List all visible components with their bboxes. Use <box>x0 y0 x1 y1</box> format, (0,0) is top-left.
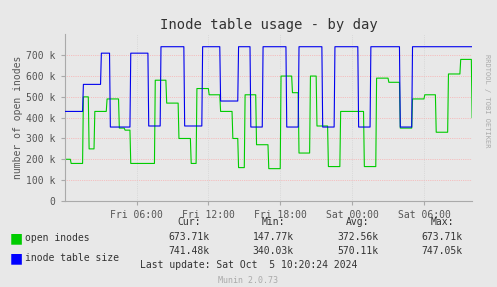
Y-axis label: number of open inodes: number of open inodes <box>13 56 23 179</box>
Text: Cur:: Cur: <box>177 217 201 227</box>
Text: ■: ■ <box>10 251 23 265</box>
Text: Min:: Min: <box>261 217 285 227</box>
Text: inode table size: inode table size <box>25 253 119 263</box>
Text: ■: ■ <box>10 231 23 245</box>
Text: Avg:: Avg: <box>346 217 370 227</box>
Text: 147.77k: 147.77k <box>253 232 294 242</box>
Text: 372.56k: 372.56k <box>337 232 378 242</box>
Text: 747.05k: 747.05k <box>422 246 463 256</box>
Text: 673.71k: 673.71k <box>422 232 463 242</box>
Text: open inodes: open inodes <box>25 233 89 243</box>
Text: 741.48k: 741.48k <box>168 246 209 256</box>
Text: 340.03k: 340.03k <box>253 246 294 256</box>
Text: Munin 2.0.73: Munin 2.0.73 <box>219 276 278 285</box>
Text: Last update: Sat Oct  5 10:20:24 2024: Last update: Sat Oct 5 10:20:24 2024 <box>140 260 357 270</box>
Text: 570.11k: 570.11k <box>337 246 378 256</box>
Text: 673.71k: 673.71k <box>168 232 209 242</box>
Title: Inode table usage - by day: Inode table usage - by day <box>160 18 377 32</box>
Text: RRDTOOL / TOBI OETIKER: RRDTOOL / TOBI OETIKER <box>484 54 490 147</box>
Text: Max:: Max: <box>430 217 454 227</box>
